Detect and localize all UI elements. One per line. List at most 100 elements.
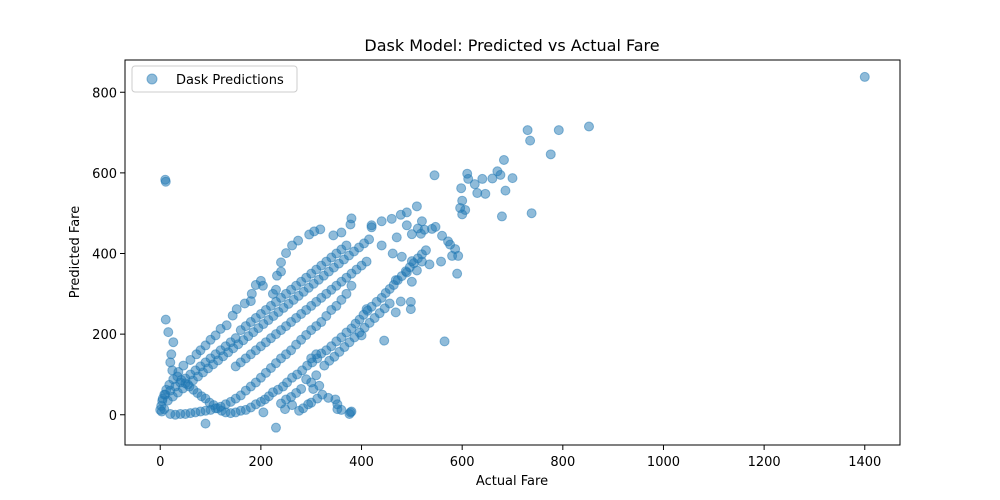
y-tick-label: 0 xyxy=(109,409,117,424)
scatter-point xyxy=(526,208,537,219)
scatter-point xyxy=(411,201,422,212)
scatter-point xyxy=(415,228,426,239)
scatter-point xyxy=(215,323,226,334)
scatter-point xyxy=(507,173,518,184)
scatter-point xyxy=(500,185,511,196)
scatter-point xyxy=(304,229,315,240)
scatter-point xyxy=(553,125,564,136)
x-axis-label: Actual Fare xyxy=(476,474,548,489)
scatter-point xyxy=(270,422,281,433)
scatter-point xyxy=(311,370,322,381)
scatter-point xyxy=(276,398,287,409)
scatter-point xyxy=(160,314,171,325)
scatter-point xyxy=(424,259,435,270)
x-axis-ticks: 0 200 400 600 800 1000 1200 1400 xyxy=(156,445,881,470)
scatter-point xyxy=(336,404,347,415)
scatter-point xyxy=(395,209,406,220)
scatter-point xyxy=(480,188,491,199)
scatter-point xyxy=(227,310,238,321)
scatter-point xyxy=(258,407,269,418)
scatter-point xyxy=(447,250,458,261)
scatter-point xyxy=(366,222,377,233)
scatter-point xyxy=(456,183,467,194)
scatter-point xyxy=(522,125,533,136)
scatter-point xyxy=(165,408,176,419)
scatter-point xyxy=(301,374,312,385)
axes-frame xyxy=(124,59,901,446)
scatter-point xyxy=(406,229,417,240)
scatter-point xyxy=(859,71,870,82)
legend-label: Dask Predictions xyxy=(176,73,284,88)
scatter-point xyxy=(281,248,292,259)
scatter-point xyxy=(287,240,298,251)
x-tick-label: 1000 xyxy=(647,455,680,470)
scatter-point xyxy=(276,257,287,268)
scatter-point xyxy=(346,406,357,417)
scatter-point xyxy=(401,220,412,231)
x-tick-label: 0 xyxy=(156,455,164,470)
scatter-point xyxy=(387,248,398,259)
scatter-point xyxy=(496,211,507,222)
scatter-point xyxy=(191,349,202,360)
scatter-point xyxy=(477,173,488,184)
scatter-point xyxy=(396,251,407,262)
scatter-point xyxy=(376,240,387,251)
x-tick-label: 600 xyxy=(450,455,475,470)
scatter-point xyxy=(379,335,390,346)
scatter-point xyxy=(420,245,431,256)
scatter-point xyxy=(168,337,179,348)
y-tick-label: 800 xyxy=(92,86,117,101)
x-tick-label: 1200 xyxy=(748,455,781,470)
scatter-point xyxy=(250,313,261,324)
y-tick-label: 200 xyxy=(92,328,117,343)
x-tick-label: 800 xyxy=(550,455,575,470)
scatter-point xyxy=(405,304,416,315)
scatter-point xyxy=(166,349,177,360)
scatter-point xyxy=(328,230,339,241)
scatter-point xyxy=(364,234,375,245)
scatter-point xyxy=(429,170,440,181)
y-tick-label: 600 xyxy=(92,167,117,182)
chart-title: Dask Model: Predicted vs Actual Fare xyxy=(364,36,659,55)
scatter-point xyxy=(346,280,357,291)
scatter-point xyxy=(545,149,556,160)
scatter-point xyxy=(463,173,474,184)
scatter-point xyxy=(452,268,463,279)
y-axis-ticks: 0 200 400 600 800 xyxy=(92,86,125,424)
scatter-point xyxy=(395,296,406,307)
scatter-point xyxy=(391,232,402,243)
points-layer xyxy=(155,71,870,433)
scatter-point xyxy=(200,418,211,429)
scatter-point xyxy=(160,176,171,187)
scatter-point xyxy=(430,221,441,232)
scatter-point xyxy=(406,276,417,287)
scatter-point xyxy=(376,216,387,227)
x-tick-label: 200 xyxy=(248,455,273,470)
legend-marker xyxy=(146,73,158,85)
scatter-point xyxy=(311,349,322,360)
legend: Dask Predictions xyxy=(131,65,298,93)
x-tick-label: 400 xyxy=(349,455,374,470)
scatter-point xyxy=(525,135,536,146)
scatter-point xyxy=(250,279,261,290)
scatter-point xyxy=(165,357,176,368)
scatter-point xyxy=(384,298,395,309)
x-tick-label: 1400 xyxy=(848,455,881,470)
scatter-point xyxy=(390,307,401,318)
y-tick-label: 400 xyxy=(92,248,117,263)
scatter-point xyxy=(469,179,480,190)
scatter-point xyxy=(386,213,397,224)
scatter-point xyxy=(185,354,196,365)
scatter-point xyxy=(341,240,352,251)
scatter-point xyxy=(583,121,594,132)
scatter-point xyxy=(271,270,282,281)
scatter-point xyxy=(239,298,250,309)
scatter-point xyxy=(163,327,174,338)
scatter-point xyxy=(178,360,189,371)
scatter-point xyxy=(437,230,448,241)
scatter-point xyxy=(487,173,498,184)
y-axis-label: Predicted Fare xyxy=(68,206,83,298)
scatter-point xyxy=(492,166,503,177)
